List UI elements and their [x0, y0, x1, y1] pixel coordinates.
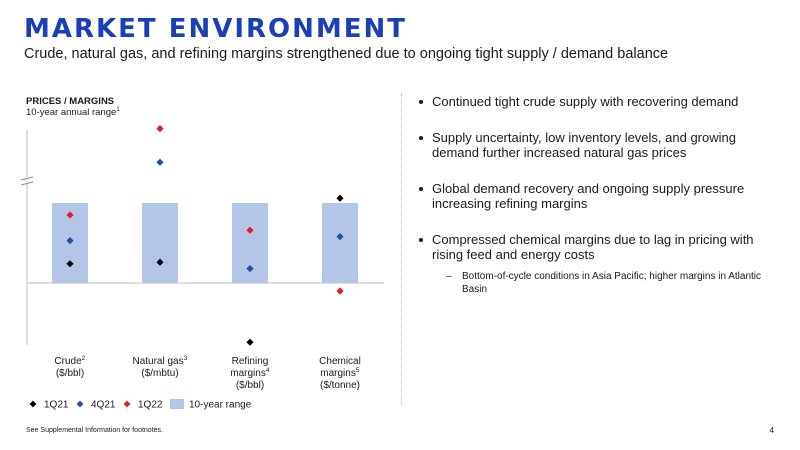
legend-marker-1q21: [29, 400, 37, 408]
chart-subtitle-text: 10-year annual range: [26, 107, 117, 119]
legend-range-swatch: [170, 399, 184, 409]
panel-divider: [401, 94, 402, 404]
bullet-natural-gas: Supply uncertainty, low inventory levels…: [418, 130, 778, 160]
range-bar: [142, 203, 178, 283]
legend-label: 4Q21: [91, 400, 116, 411]
marker-1q22: [66, 211, 74, 219]
category-label-footnote: 2: [82, 355, 86, 362]
chart-title: PRICES / MARGINS: [26, 96, 115, 107]
category-label: Natural gas3 ($/mbtu): [132, 355, 187, 379]
marker-1q21: [66, 260, 74, 268]
axis-break-mark: [20, 181, 34, 186]
range-bar: [322, 203, 358, 283]
marker-1q22: [336, 287, 344, 295]
category-label: Refining margins4 ($/bbl): [230, 356, 270, 391]
bullet-crude: Continued tight crude supply with recove…: [418, 94, 778, 109]
category-label-line: margins: [230, 368, 266, 379]
bullet-chemicals: Compressed chemical margins due to lag i…: [418, 232, 778, 262]
category-label: Crude2 ($/bbl): [54, 355, 85, 379]
legend-label: 1Q22: [138, 400, 163, 411]
category-label-line: ($/bbl): [236, 380, 264, 391]
category-label-line: Natural gas: [132, 356, 183, 367]
category-label-line: Refining: [232, 356, 269, 367]
legend-label: 10-year range: [189, 400, 252, 411]
category-label-line: Chemical: [319, 356, 361, 367]
marker-1q21: [336, 194, 344, 202]
category-label: Chemical margins5 ($/tonne): [319, 356, 361, 391]
marker-4q21: [246, 265, 254, 273]
chart-subtitle: 10-year annual range1: [26, 107, 120, 118]
marker-4q21: [336, 233, 344, 241]
marker-1q22: [246, 226, 254, 234]
page-number: 4: [769, 426, 774, 435]
footnote: See Supplemental Information for footnot…: [26, 427, 163, 434]
chart-subtitle-footnote: 1: [116, 107, 120, 113]
slide-subtitle: Crude, natural gas, and refining margins…: [24, 46, 669, 62]
category-label-footnote: 5: [356, 367, 360, 374]
marker-1q22: [156, 125, 164, 133]
category-label-line: ($/bbl): [56, 368, 84, 379]
marker-4q21: [156, 158, 164, 166]
slide-title: MARKET ENVIRONMENT: [24, 14, 408, 44]
marker-4q21: [66, 237, 74, 245]
axis-break-mark: [20, 176, 34, 181]
axis-break-gap: [21, 177, 33, 184]
category-label-line: ($/mbtu): [141, 368, 178, 379]
category-label-line: Crude: [54, 356, 82, 367]
category-label-line: ($/tonne): [320, 380, 360, 391]
bullet-refining: Global demand recovery and ongoing suppl…: [418, 181, 778, 211]
sub-bullet-chemicals: Bottom-of-cycle conditions in Asia Pacif…: [418, 270, 778, 296]
category-label-footnote: 3: [184, 355, 188, 362]
prices-margins-chart: Crude2 ($/bbl) Natural gas3 ($/mbtu) Refin…: [20, 125, 384, 411]
legend-marker-1q22: [123, 400, 131, 408]
legend-marker-4q21: [76, 400, 84, 408]
marker-1q21: [156, 258, 164, 266]
marker-1q21: [246, 338, 254, 346]
category-label-line: margins: [320, 368, 356, 379]
commentary-bullets: Continued tight crude supply with recove…: [418, 94, 778, 296]
category-label-footnote: 4: [266, 367, 270, 374]
legend-label: 1Q21: [44, 400, 69, 411]
